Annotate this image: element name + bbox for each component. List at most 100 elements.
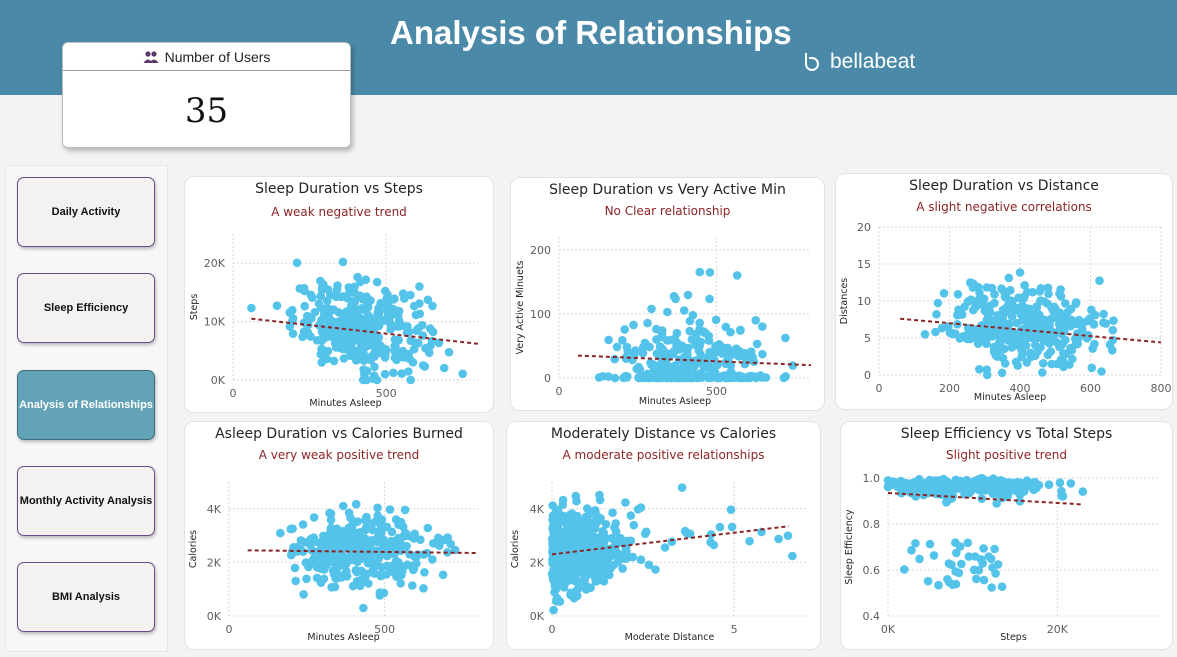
scatter-point: [586, 583, 595, 592]
chart-card-distance-calories: 0K 2K 4K 0 5 Moderate Distance Calories Modera…: [506, 421, 821, 650]
scatter-point: [997, 368, 1007, 378]
scatter-point: [316, 553, 325, 563]
scatter-point: [1058, 492, 1068, 501]
scatter-point: [553, 522, 562, 531]
scatter-point: [673, 373, 682, 383]
x-axis-label: Steps: [1000, 632, 1027, 643]
scatter-point: [896, 478, 906, 488]
scatter-point: [925, 539, 935, 549]
scatter-point: [634, 373, 644, 383]
scatter-point: [566, 537, 575, 546]
bellabeat-logo-icon: [805, 53, 819, 71]
scatter-point: [975, 288, 984, 298]
scatter-point: [715, 522, 725, 532]
scatter-point: [733, 372, 742, 381]
scatter-point: [309, 554, 319, 563]
nav-monthly-activity-button[interactable]: Monthly Activity Analysis: [17, 466, 155, 536]
y-tick-label: 20: [857, 221, 871, 234]
y-tick-label: 200: [530, 244, 551, 257]
scatter-point: [943, 495, 953, 505]
scatter-point: [663, 307, 672, 317]
scatter-point: [286, 524, 296, 534]
scatter-point: [717, 349, 727, 358]
chart-card-efficiency-steps: 0.4 0.6 0.8 1.0 0K 20K Steps Sleep Efficiency S…: [840, 421, 1173, 650]
scatter-point: [1015, 497, 1025, 506]
scatter-point: [306, 332, 315, 341]
scatter-point: [683, 351, 692, 360]
scatter-point: [554, 559, 564, 568]
scatter-point: [360, 303, 370, 313]
chart-subtitle: A weak negative trend: [271, 205, 407, 219]
x-tick-label: 20K: [1047, 623, 1069, 636]
y-tick-label: 100: [530, 308, 551, 321]
y-axis-label: Sleep Efficiency: [844, 509, 855, 585]
scatter-point: [932, 310, 941, 319]
scatter-point: [1007, 343, 1017, 352]
scatter-point: [345, 287, 354, 297]
scatter-point: [1065, 360, 1074, 369]
scatter-point: [997, 284, 1006, 293]
scatter-point: [626, 536, 636, 546]
scatter-point: [1059, 349, 1068, 358]
chart-subtitle: A slight negative correlations: [916, 200, 1092, 214]
scatter-point: [548, 501, 557, 510]
scatter-point: [347, 338, 357, 347]
nav-sleep-efficiency-button[interactable]: Sleep Efficiency: [17, 273, 155, 343]
scatter-point: [1105, 340, 1115, 349]
scatter-point: [618, 564, 627, 573]
scatter-point: [966, 278, 975, 287]
scatter-point: [651, 565, 660, 574]
y-axis-label: Steps: [189, 294, 200, 321]
scatter-point: [669, 291, 679, 301]
nav-analysis-relationships-button[interactable]: Analysis of Relationships: [17, 370, 155, 440]
scatter-point: [309, 513, 319, 522]
scatter-point: [548, 559, 557, 568]
scatter-point: [758, 322, 767, 331]
scatter-point: [572, 496, 581, 506]
scatter-point: [972, 574, 981, 584]
scatter-plot: 0K 2K 4K 0 5 Moderate Distance Calories: [510, 482, 807, 643]
scatter-point: [631, 346, 640, 355]
scatter-point: [296, 536, 306, 545]
scatter-point: [761, 373, 771, 382]
scatter-point: [400, 505, 410, 515]
scatter-point: [1055, 478, 1065, 487]
scatter-point: [415, 299, 424, 308]
scatter-point: [356, 581, 365, 591]
scatter-point: [579, 558, 589, 567]
scatter-point: [339, 292, 348, 301]
scatter-point: [276, 528, 285, 538]
data-points: [547, 483, 797, 615]
scatter-point: [396, 517, 406, 527]
scatter-point: [1029, 480, 1039, 490]
scatter-point: [727, 522, 737, 532]
nav-daily-activity-button[interactable]: Daily Activity: [17, 177, 155, 247]
scatter-point: [600, 554, 609, 563]
scatter-point: [683, 290, 693, 300]
nav-bmi-analysis-button[interactable]: BMI Analysis: [17, 562, 155, 632]
scatter-point: [682, 528, 691, 538]
scatter-point: [393, 320, 403, 330]
scatter-point: [409, 534, 419, 543]
scatter-point: [356, 277, 365, 287]
scatter-point: [291, 576, 300, 586]
scatter-point: [736, 326, 745, 335]
scatter-point: [747, 354, 756, 364]
scatter-point: [335, 531, 345, 540]
brand-name: bellabeat: [830, 50, 916, 73]
scatter-point: [409, 344, 419, 354]
x-tick-label: 0: [230, 387, 237, 400]
y-tick-label: 2K: [207, 556, 222, 569]
scatter-point: [595, 490, 604, 500]
y-axis-label: Distances: [839, 278, 850, 325]
scatter-point: [711, 315, 721, 325]
y-tick-label: 0: [864, 369, 871, 382]
scatter-point: [732, 271, 742, 280]
scatter-point: [1071, 340, 1081, 349]
scatter-point: [306, 540, 315, 550]
scatter-point: [317, 327, 327, 337]
scatter-point: [594, 513, 603, 522]
scatter-point: [366, 355, 375, 365]
